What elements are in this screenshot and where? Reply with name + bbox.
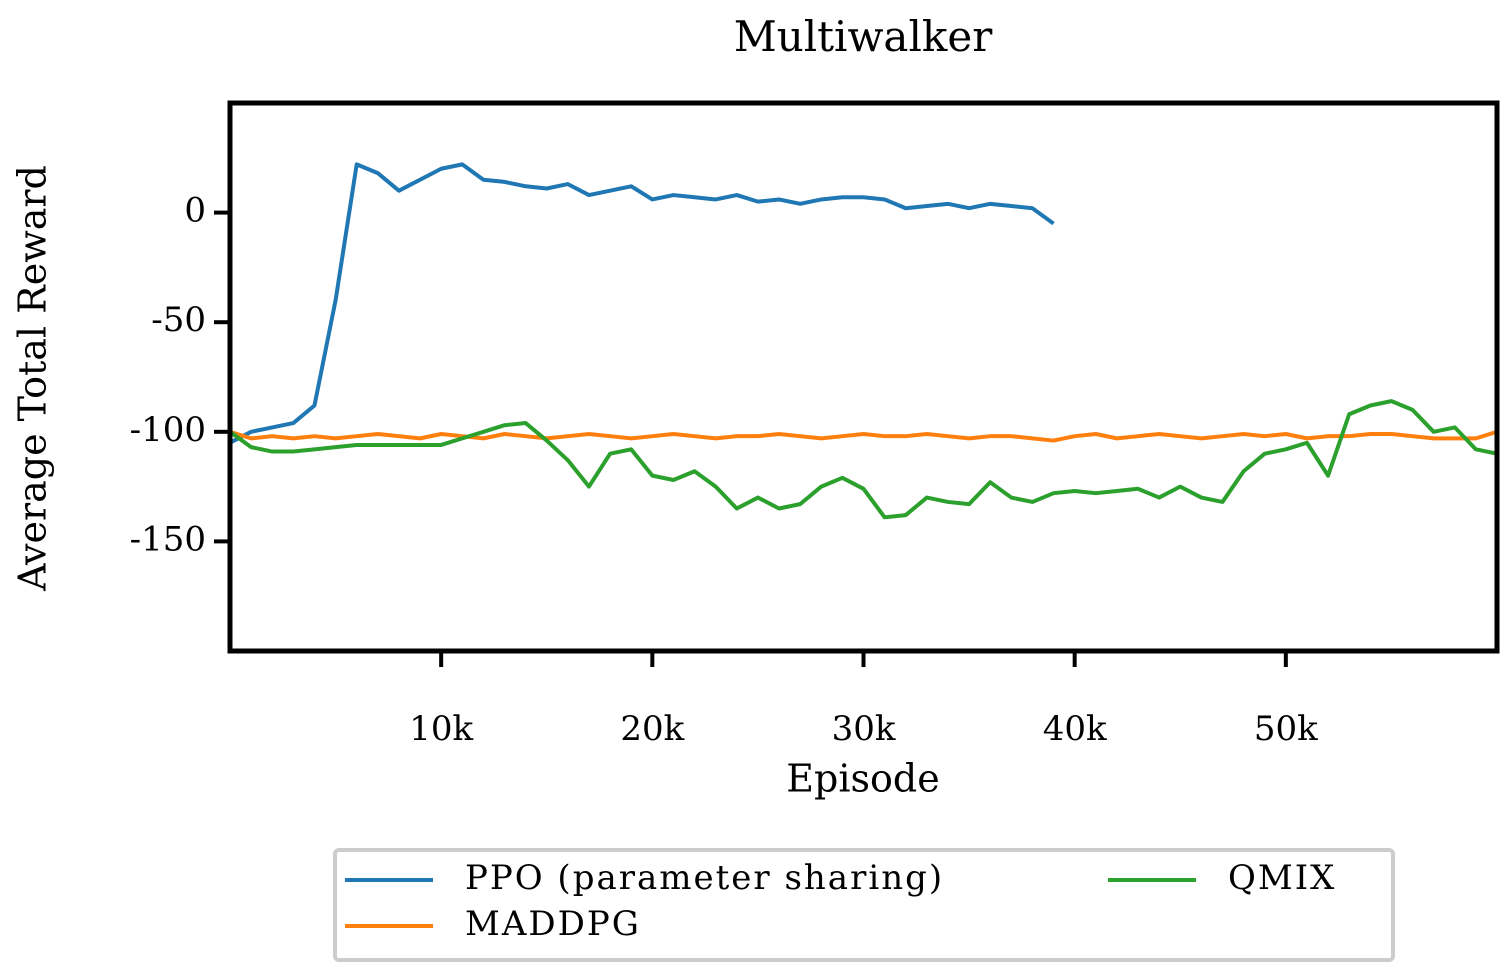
x-tick-label: 40k (1043, 709, 1107, 749)
series-line (230, 162, 1055, 445)
y-tick-label: 0 (184, 191, 206, 231)
series-line (230, 399, 1497, 520)
x-tick-label: 20k (620, 709, 684, 749)
x-axis-label: Episode (786, 757, 939, 801)
x-tick-label: 50k (1254, 709, 1318, 749)
series-line (230, 429, 1497, 443)
x-tick-label: 10k (409, 709, 473, 749)
chart-title: Multiwalker (734, 12, 994, 61)
x-tick-label: 30k (832, 709, 896, 749)
legend-label: PPO (parameter sharing) (465, 858, 944, 898)
y-tick-label: -150 (130, 519, 206, 559)
legend-label: QMIX (1228, 858, 1336, 898)
y-tick-label: -50 (151, 300, 206, 340)
legend-label: MADDPG (465, 904, 641, 944)
legend-frame (333, 848, 1395, 962)
y-axis-label: Average Total Reward (11, 165, 55, 592)
plot-frame (227, 100, 1500, 654)
y-tick-label: -100 (130, 410, 206, 450)
